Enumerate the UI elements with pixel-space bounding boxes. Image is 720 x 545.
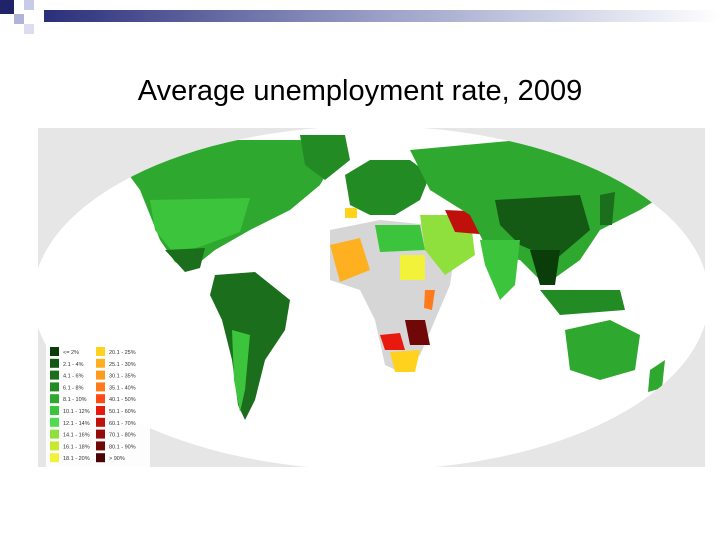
legend-swatch	[50, 358, 59, 368]
legend-label: 12.1 - 14%	[63, 421, 90, 427]
legend-swatch	[50, 370, 59, 380]
legend-swatch	[96, 406, 105, 415]
zimbabwe	[405, 320, 430, 345]
legend-label: 30.1 - 35%	[109, 374, 136, 380]
legend-swatch	[50, 347, 59, 356]
legend-swatch	[96, 429, 105, 439]
legend-label: 14.1 - 16%	[63, 433, 90, 439]
map-legend: <= 2% 2.1 - 4% 4.1 - 6% 6.1 - 8% 8.1 - 10% 10…	[46, 343, 150, 467]
legend-swatch	[50, 394, 59, 404]
legend-swatch	[96, 358, 105, 368]
legend-label: 20.1 - 25%	[109, 350, 136, 356]
deco-square	[24, 24, 34, 34]
legend-swatch	[96, 417, 105, 427]
legend-swatch	[50, 382, 59, 392]
legend-swatch	[96, 394, 105, 404]
deco-bar	[44, 10, 720, 22]
world-map	[33, 126, 709, 470]
sudan	[400, 255, 425, 280]
angola	[380, 333, 405, 350]
legend-swatch	[96, 347, 105, 356]
legend-label: 4.1 - 6%	[63, 374, 84, 380]
legend-swatch	[50, 453, 59, 463]
australia	[565, 320, 640, 380]
legend-swatch	[96, 370, 105, 380]
mexico	[165, 248, 205, 272]
legend-label: 6.1 - 8%	[63, 385, 84, 391]
spain	[345, 208, 357, 218]
kenya	[424, 290, 435, 310]
south-america	[210, 272, 290, 420]
legend-label: 8.1 - 10%	[63, 397, 87, 403]
legend-label: 25.1 - 30%	[109, 362, 136, 368]
indonesia	[540, 290, 625, 315]
legend-label: 18.1 - 20%	[63, 456, 90, 462]
japan	[600, 192, 615, 225]
north-africa	[375, 225, 425, 252]
slide-title: Average unemployment rate, 2009	[138, 75, 582, 107]
legend-label: > 90%	[109, 456, 125, 462]
legend-label: 70.1 - 80%	[109, 433, 136, 439]
legend-label: 10.1 - 12%	[63, 409, 90, 415]
greenland	[300, 135, 350, 180]
legend-label: 40.1 - 50%	[109, 397, 136, 403]
legend-label: 60.1 - 70%	[109, 421, 136, 427]
legend-swatch	[50, 417, 59, 427]
legend-swatch	[96, 441, 105, 451]
legend-label: 35.1 - 40%	[109, 385, 136, 391]
legend-swatch	[96, 453, 105, 463]
legend-swatch	[96, 382, 105, 392]
legend-label: 16.1 - 18%	[63, 444, 90, 450]
legend-swatch	[50, 406, 59, 415]
legend-swatch	[50, 429, 59, 439]
argentina	[232, 330, 250, 412]
legend-label: 2.1 - 4%	[63, 362, 84, 368]
deco-square	[24, 0, 34, 10]
south-africa	[390, 350, 420, 372]
deco-square	[0, 0, 14, 14]
deco-square	[14, 14, 24, 24]
new-zealand	[648, 360, 665, 392]
legend-swatch	[50, 441, 59, 451]
europe	[345, 160, 430, 215]
india	[480, 240, 520, 300]
west-africa	[330, 238, 370, 282]
southeast-asia	[530, 250, 560, 285]
legend-label: 50.1 - 60%	[109, 409, 136, 415]
legend-label: <= 2%	[63, 350, 79, 356]
legend-label: 80.1 - 90%	[109, 444, 136, 450]
usa	[150, 198, 250, 255]
